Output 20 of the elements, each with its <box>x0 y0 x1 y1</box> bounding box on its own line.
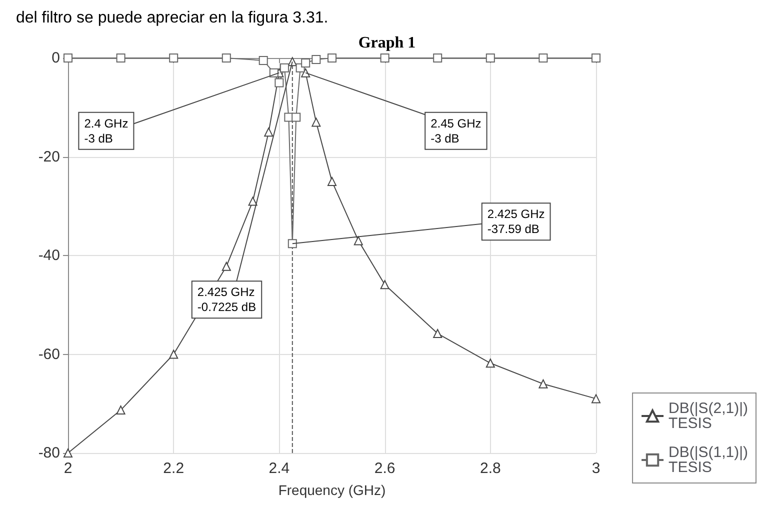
x-axis-title: Frequency (GHz) <box>278 482 386 498</box>
y-tick-label: 0 <box>52 50 60 66</box>
chart-title: Graph 1 <box>358 34 416 52</box>
legend-label: DB(|S(2,1)|) TESIS <box>668 400 748 432</box>
annotation: 2.4 GHz -3 dB <box>84 116 128 146</box>
x-tick-label: 2 <box>64 460 72 477</box>
x-tick-label: 2.2 <box>163 460 184 477</box>
annotation: 2.425 GHz -0.7225 dB <box>197 285 256 314</box>
y-tick-label: -20 <box>38 148 60 166</box>
x-tick-label: 3 <box>592 460 600 477</box>
y-tick-label: -60 <box>38 346 60 363</box>
x-tick-label: 2.4 <box>268 460 290 477</box>
x-tick-label: 2.8 <box>480 460 501 477</box>
text: del filtro se puede apreciar en la figura 3.31. <box>16 10 328 26</box>
y-tick-label: -80 <box>38 444 60 462</box>
annotation: 2.425 GHz -37.59 dB <box>487 207 545 236</box>
x-tick-label: 2.6 <box>374 460 396 477</box>
legend-label: DB(|S(1,1)|) TESIS <box>668 444 748 476</box>
y-tick-label: -40 <box>38 247 60 264</box>
annotation: 2.45 GHz -3 dB <box>430 116 482 146</box>
